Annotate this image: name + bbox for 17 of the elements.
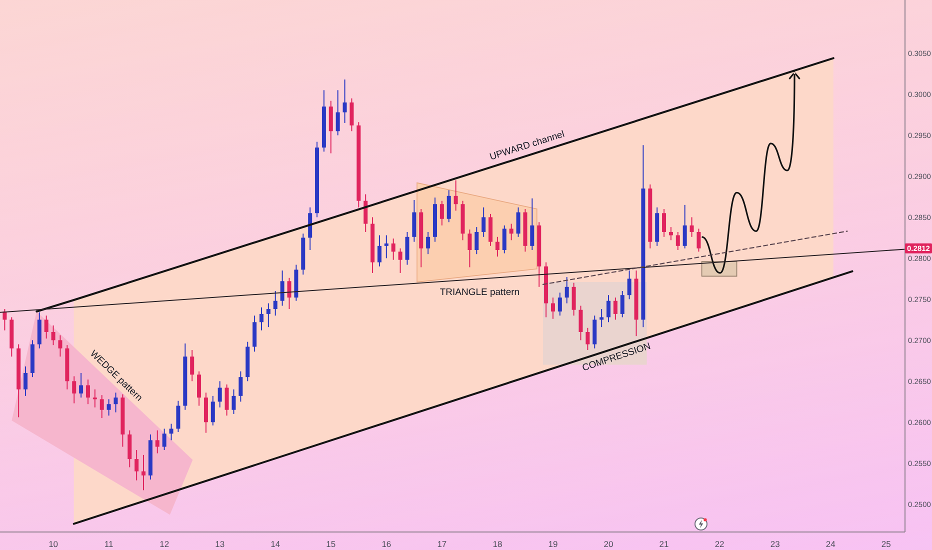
- x-tick-label: 24: [826, 539, 836, 549]
- x-tick-label: 12: [160, 539, 170, 549]
- x-tick-label: 20: [604, 539, 614, 549]
- x-tick-label: 15: [326, 539, 336, 549]
- x-tick-label: 22: [714, 539, 725, 549]
- x-tick-label: 19: [548, 539, 558, 549]
- annotation: TRIANGLE pattern: [440, 287, 520, 298]
- x-tick-label: 17: [437, 539, 447, 549]
- x-tick-label: 16: [382, 539, 392, 549]
- x-tick-label: 10: [48, 539, 58, 549]
- x-tick-label: 25: [881, 539, 892, 549]
- x-tick-label: 18: [492, 539, 502, 549]
- x-tick-label: 21: [659, 539, 670, 549]
- x-tick-label: 23: [770, 539, 780, 549]
- x-tick-label: 11: [104, 539, 114, 549]
- x-tick-label: 14: [270, 539, 280, 549]
- x-tick-label: 13: [215, 539, 225, 549]
